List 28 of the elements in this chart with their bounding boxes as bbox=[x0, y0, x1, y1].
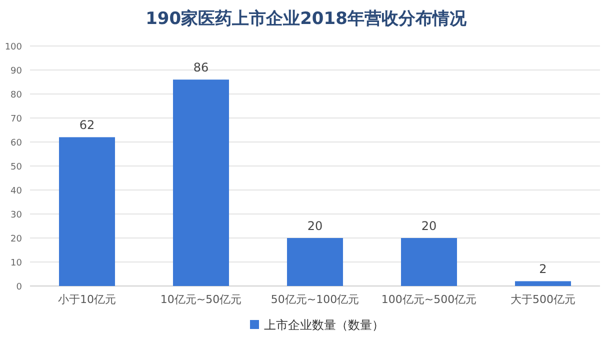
bar bbox=[287, 238, 343, 286]
y-tick-label: 100 bbox=[4, 42, 22, 52]
y-tick-label: 50 bbox=[10, 162, 22, 172]
x-tick-label: 10亿元~50亿元 bbox=[160, 293, 242, 306]
bar bbox=[515, 281, 571, 286]
y-tick-label: 90 bbox=[10, 66, 22, 76]
y-tick-label: 30 bbox=[10, 210, 22, 220]
data-label: 62 bbox=[79, 118, 95, 132]
bar bbox=[401, 238, 457, 286]
chart-title: 190家医药上市企业2018年营收分布情况 bbox=[146, 9, 468, 29]
legend-label: 上市企业数量（数量） bbox=[264, 318, 384, 332]
x-tick-label: 小于10亿元 bbox=[58, 293, 116, 306]
y-tick-label: 10 bbox=[10, 258, 22, 268]
y-tick-label: 60 bbox=[10, 138, 22, 148]
y-tick-label: 70 bbox=[10, 114, 22, 124]
data-label: 2 bbox=[539, 262, 547, 276]
x-tick-label: 100亿元~500亿元 bbox=[381, 293, 477, 306]
x-tick-label: 50亿元~100亿元 bbox=[270, 293, 360, 306]
y-tick-label: 20 bbox=[10, 234, 22, 244]
y-tick-label: 80 bbox=[10, 90, 22, 100]
y-tick-label: 0 bbox=[16, 282, 22, 292]
data-label: 86 bbox=[193, 60, 209, 75]
bar bbox=[173, 80, 229, 286]
data-label: 20 bbox=[421, 219, 437, 233]
data-label: 20 bbox=[307, 219, 323, 233]
y-tick-label: 40 bbox=[10, 186, 22, 196]
bar bbox=[59, 137, 115, 286]
x-tick-label: 大于500亿元 bbox=[510, 293, 576, 306]
